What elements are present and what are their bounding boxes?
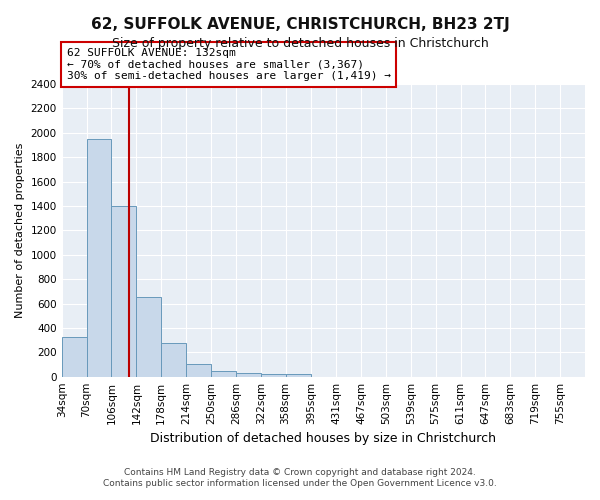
- Bar: [86, 139, 112, 376]
- Text: Contains HM Land Registry data © Crown copyright and database right 2024.
Contai: Contains HM Land Registry data © Crown c…: [103, 468, 497, 487]
- Text: 62, SUFFOLK AVENUE, CHRISTCHURCH, BH23 2TJ: 62, SUFFOLK AVENUE, CHRISTCHURCH, BH23 2…: [91, 18, 509, 32]
- Y-axis label: Number of detached properties: Number of detached properties: [15, 142, 25, 318]
- Bar: [112, 206, 136, 376]
- Text: 62 SUFFOLK AVENUE: 132sqm
← 70% of detached houses are smaller (3,367)
30% of se: 62 SUFFOLK AVENUE: 132sqm ← 70% of detac…: [67, 48, 391, 81]
- Bar: [161, 342, 186, 376]
- Bar: [62, 337, 86, 376]
- Bar: [261, 374, 286, 376]
- Bar: [236, 373, 261, 376]
- X-axis label: Distribution of detached houses by size in Christchurch: Distribution of detached houses by size …: [151, 432, 496, 445]
- Bar: [186, 364, 211, 376]
- Text: Size of property relative to detached houses in Christchurch: Size of property relative to detached ho…: [112, 38, 488, 51]
- Bar: [211, 371, 236, 376]
- Bar: [136, 298, 161, 376]
- Bar: [286, 374, 311, 376]
